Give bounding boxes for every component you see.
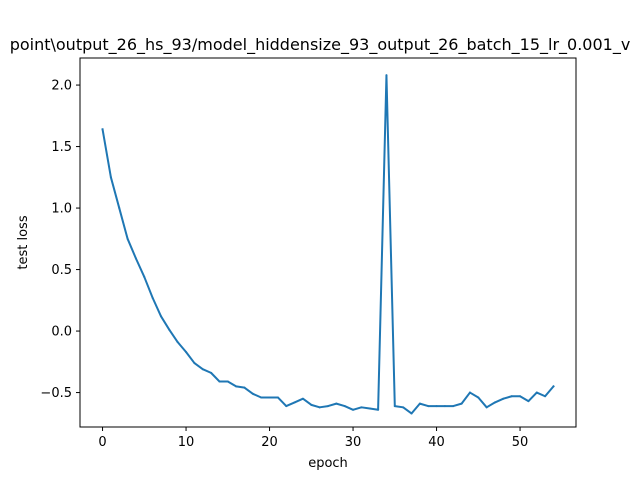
data-point [118, 207, 121, 210]
data-point [418, 402, 421, 405]
data-point [393, 405, 396, 408]
chart-title: point\output_26_hs_93/model_hiddensize_9… [10, 35, 631, 55]
data-point [410, 412, 413, 415]
data-point [235, 385, 238, 388]
data-point [168, 328, 171, 331]
y-axis-label: test loss [16, 215, 31, 269]
x-tick-label: 40 [428, 435, 445, 450]
data-point [443, 405, 446, 408]
data-point [143, 275, 146, 278]
data-point [335, 402, 338, 405]
data-point [285, 405, 288, 408]
data-point [519, 395, 522, 398]
data-point [201, 368, 204, 371]
data-point [435, 405, 438, 408]
axes-frame [79, 57, 577, 428]
x-tick-label: 0 [98, 435, 106, 450]
data-point [460, 402, 463, 405]
data-point [151, 296, 154, 299]
y-tick-label: 1.5 [51, 140, 72, 155]
data-point [385, 74, 388, 77]
series-layer [101, 74, 555, 415]
data-point [268, 396, 271, 399]
data-point [527, 400, 530, 403]
data-point [318, 406, 321, 409]
y-tick-label: 1.0 [51, 202, 72, 217]
data-point [510, 395, 513, 398]
data-point [544, 395, 547, 398]
data-point [176, 341, 179, 344]
data-point [452, 405, 455, 408]
data-point [210, 371, 213, 374]
data-point [301, 397, 304, 400]
x-tick-label: 10 [178, 435, 195, 450]
data-point [468, 391, 471, 394]
data-point [327, 405, 329, 408]
data-point [477, 396, 480, 399]
data-point [159, 315, 162, 318]
data-point [485, 406, 488, 409]
data-point [276, 396, 279, 399]
data-point [193, 362, 196, 365]
data-point [502, 397, 505, 400]
x-tick-label: 20 [261, 435, 278, 450]
y-axis-ticks: −0.5 0.0 0.5 1.0 1.5 2.0 [40, 79, 80, 401]
data-point [260, 396, 263, 399]
data-point [535, 391, 538, 394]
data-point [126, 237, 129, 240]
data-point [109, 176, 112, 179]
y-tick-label: 0.0 [51, 325, 72, 340]
data-point [360, 406, 363, 409]
data-point [134, 257, 137, 260]
data-point [293, 401, 296, 404]
x-tick-label: 50 [512, 435, 529, 450]
y-tick-label: 0.5 [51, 263, 72, 278]
data-point [101, 128, 104, 131]
plot-area [80, 58, 576, 427]
data-point [185, 350, 188, 353]
data-point [218, 380, 221, 383]
y-tick-label: 2.0 [51, 79, 72, 94]
data-point [251, 392, 254, 395]
data-point [310, 403, 313, 406]
data-point [226, 380, 229, 383]
x-tick-label: 30 [345, 435, 362, 450]
x-axis-label: epoch [308, 456, 348, 471]
data-point [368, 407, 371, 410]
data-point [343, 405, 346, 408]
data-point [552, 385, 555, 388]
y-tick-label: −0.5 [40, 386, 72, 401]
data-point [243, 386, 246, 389]
plot-background [80, 58, 576, 427]
data-point [377, 408, 380, 411]
x-axis-ticks: 0 10 20 30 40 50 [98, 427, 528, 450]
data-point [352, 408, 355, 411]
data-point [427, 405, 430, 408]
data-point [402, 406, 405, 409]
data-point [494, 401, 497, 404]
